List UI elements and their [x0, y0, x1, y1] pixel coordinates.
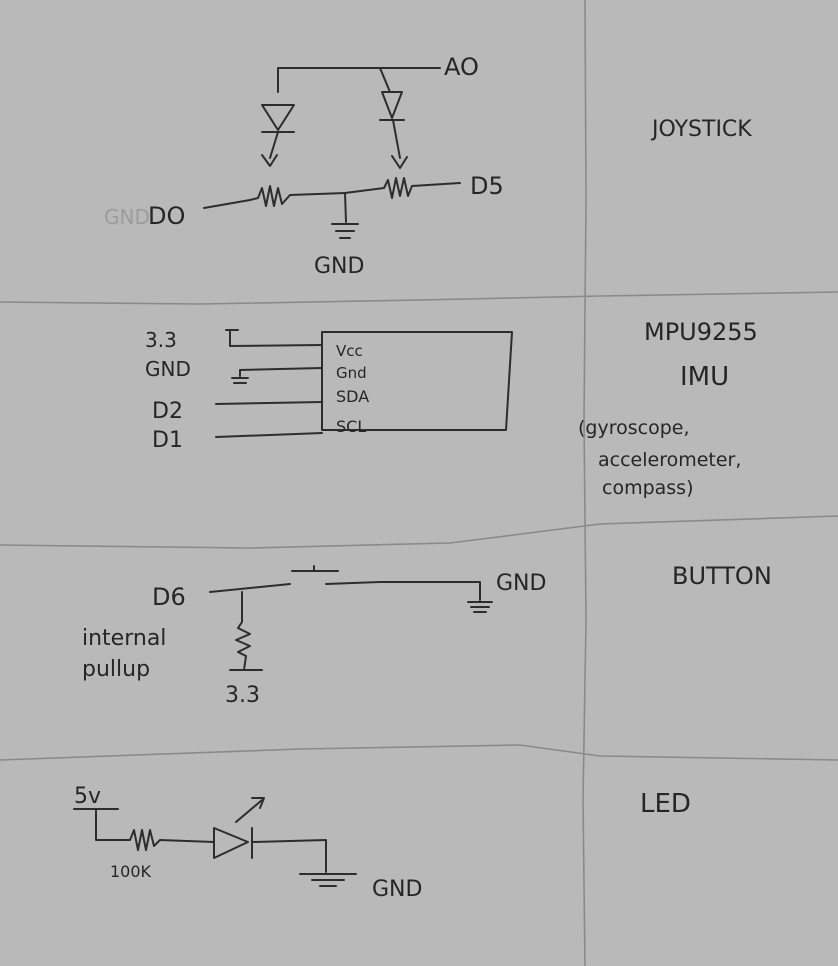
button-note-line1: internal: [82, 626, 166, 651]
led-gnd-label: GND: [372, 877, 422, 902]
imu-desc-line3: compass): [602, 477, 694, 499]
imu-pin-d2-label: D2: [152, 399, 183, 424]
imu-title-line1: MPU9255: [644, 318, 758, 346]
button-circuit: [209, 565, 493, 671]
button-gnd-label: GND: [496, 571, 546, 596]
button-title: BUTTON: [672, 562, 772, 590]
imu-title-line2: IMU: [680, 362, 729, 392]
imu-desc-line2: accelerometer,: [598, 449, 741, 471]
imu-chip-scl-label: SCL: [336, 417, 366, 436]
imu-pin-d1-label: D1: [152, 428, 183, 453]
joystick-d5-label: D5: [470, 172, 504, 200]
imu-circuit: [215, 329, 513, 438]
imu-pin-33-label: 3.3: [145, 328, 177, 352]
led-resistor-label: 100K: [110, 862, 152, 881]
joystick-gnd-label: GND: [314, 254, 364, 279]
button-supply-label: 3.3: [225, 683, 260, 708]
erased-gnd-label: GND: [104, 205, 150, 229]
led-circuit: [73, 797, 357, 887]
joystick-d0-label: DO: [148, 202, 185, 230]
joystick-circuit: [203, 67, 461, 239]
button-pin-label: D6: [152, 583, 186, 611]
imu-chip-gnd-label: Gnd: [336, 364, 367, 382]
joystick-title: JOYSTICK: [650, 117, 752, 142]
led-title: LED: [640, 789, 691, 819]
imu-chip-vcc-label: Vcc: [336, 342, 363, 360]
imu-pin-gnd-label: GND: [145, 357, 191, 381]
imu-chip-sda-label: SDA: [336, 387, 369, 406]
led-supply-label: 5v: [74, 784, 101, 809]
joystick-a0-label: AO: [444, 53, 479, 81]
button-note-line2: pullup: [82, 657, 150, 682]
imu-desc-line1: (gyroscope,: [578, 417, 690, 439]
